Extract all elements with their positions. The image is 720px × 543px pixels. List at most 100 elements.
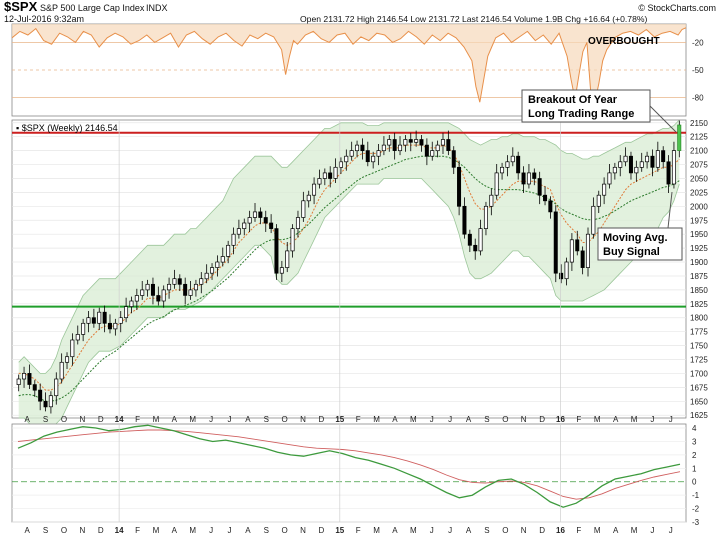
- candle: [424, 138, 429, 166]
- x-tick-label: O: [282, 526, 288, 535]
- candle-body: [462, 205, 467, 235]
- candle-body: [252, 211, 257, 218]
- candle-body: [387, 139, 392, 146]
- candle-body: [295, 217, 300, 229]
- candle-body: [344, 155, 349, 163]
- candle-body: [500, 166, 505, 174]
- candle-body: [618, 161, 623, 168]
- candle-body: [371, 155, 376, 163]
- price-tick-label: 2100: [690, 147, 708, 156]
- candle-body: [376, 150, 381, 157]
- candle: [381, 136, 386, 156]
- candle: [328, 166, 333, 188]
- candle: [537, 171, 542, 205]
- x-tick-label: F: [356, 415, 361, 424]
- candle-body: [489, 194, 494, 207]
- candle-body: [263, 217, 268, 224]
- candle: [483, 201, 488, 236]
- breakout-line-1: Breakout Of Year: [528, 94, 618, 106]
- candle: [124, 297, 129, 323]
- candle-body: [543, 194, 548, 202]
- x-tick-label: D: [98, 526, 104, 535]
- candle-body: [521, 172, 526, 185]
- x-tick-label: D: [539, 415, 545, 424]
- x-tick-label: 16: [556, 415, 565, 424]
- ma-signal-box: [597, 227, 683, 261]
- x-tick-label: M: [153, 526, 160, 535]
- candle: [500, 162, 505, 180]
- candle-body: [559, 272, 564, 280]
- candle-body: [634, 166, 639, 174]
- ma-signal-arrow: [667, 191, 673, 229]
- candle: [269, 214, 274, 234]
- candle: [575, 230, 580, 256]
- candle-body: [210, 267, 215, 274]
- candle-body: [312, 183, 317, 196]
- candle-body: [505, 161, 510, 168]
- candle: [97, 307, 102, 330]
- candle: [532, 168, 537, 186]
- candle: [193, 279, 198, 297]
- candle: [349, 141, 354, 161]
- x-tick-label: J: [669, 526, 673, 535]
- x-tick-label: J: [650, 415, 654, 424]
- candle-body: [381, 144, 386, 152]
- candle-body: [473, 244, 478, 252]
- candle-body: [355, 144, 360, 152]
- candle-body: [188, 289, 193, 296]
- overbought-label: OVERBOUGHT: [588, 36, 660, 47]
- price-tick-label: 1750: [690, 342, 708, 351]
- price-tick-label: 2075: [690, 161, 708, 170]
- candle-body: [435, 144, 440, 152]
- candle-body: [661, 150, 666, 163]
- candle: [612, 162, 617, 180]
- candle: [650, 149, 655, 177]
- price-tick-label: 1975: [690, 216, 708, 225]
- candle: [156, 286, 161, 306]
- x-tick-label: N: [79, 415, 85, 424]
- price-tick-label: 2025: [690, 188, 708, 197]
- candle: [564, 257, 569, 286]
- price-tick-label: 1875: [690, 272, 708, 281]
- candle-body: [392, 139, 397, 151]
- candle-body: [258, 211, 263, 218]
- candle: [65, 352, 70, 369]
- breakout-arrow: [649, 105, 677, 133]
- price-tick-label: 2150: [690, 119, 708, 128]
- candle: [639, 152, 644, 172]
- candle: [398, 136, 403, 156]
- candle: [204, 264, 209, 284]
- candle-body: [612, 166, 617, 174]
- x-tick-label: M: [189, 526, 196, 535]
- x-tick-label: F: [576, 526, 581, 535]
- x-tick-label: 14: [115, 415, 124, 424]
- candle-body: [349, 150, 354, 157]
- candle: [376, 143, 381, 166]
- candle-body: [419, 139, 424, 146]
- candle: [387, 135, 392, 152]
- candle-body: [424, 144, 429, 157]
- x-tick-label: D: [319, 415, 325, 424]
- breakout-box: [521, 89, 651, 123]
- candle-body: [408, 139, 413, 143]
- candle-body: [607, 172, 612, 185]
- candle: [392, 132, 397, 160]
- candle-body: [118, 317, 123, 324]
- candle: [317, 169, 322, 189]
- ma-signal-line-2: Buy Signal: [603, 246, 660, 258]
- x-tick-label: J: [430, 526, 434, 535]
- candle-body: [242, 222, 247, 229]
- candle-body: [360, 144, 365, 152]
- candle-body: [655, 150, 660, 168]
- candle-body: [671, 150, 676, 185]
- momentum-tick-label: 0: [692, 478, 697, 487]
- x-tick-label: A: [172, 526, 178, 535]
- x-tick-label: S: [264, 415, 269, 424]
- candle-body: [322, 172, 327, 179]
- candle-body: [585, 233, 590, 268]
- x-tick-label: M: [189, 415, 196, 424]
- candle: [569, 233, 574, 271]
- candle-body: [650, 155, 655, 168]
- candle-body: [516, 155, 521, 174]
- momentum-signal-line: [17, 429, 681, 500]
